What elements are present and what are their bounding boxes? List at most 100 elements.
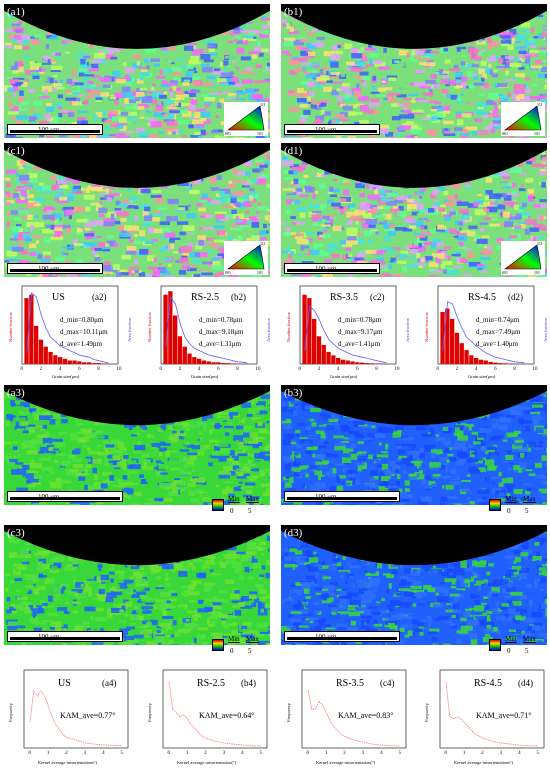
grain-size-chart: 0 2 4 6 8 10 US (a2) d_min=0.80μm d_max=10.11μm d_… xyxy=(8,285,132,379)
tick-label: 1 xyxy=(463,751,466,756)
scale-bar: 100 μm xyxy=(284,263,380,274)
bar xyxy=(450,318,455,364)
kam-distribution-chart: 0 1 2 3 4 5 RS-2.5 (b4) KAM_ave=0.64° Kernel aver… xyxy=(147,669,268,765)
bar xyxy=(34,325,39,364)
tick-label: 5 xyxy=(260,751,263,756)
grain-size-chart: 0 2 4 6 8 10 RS-3.5 (c2) d_min=0.78μm d_max=9.17μ… xyxy=(286,285,410,379)
bar xyxy=(493,362,498,364)
y-axis-label: Frequency xyxy=(8,702,13,722)
panel-label: (d3) xyxy=(284,527,303,539)
tick-label: 4 xyxy=(241,751,244,756)
bar xyxy=(58,357,63,364)
area-fraction-line xyxy=(304,305,387,364)
ipf-key-triangle-icon: 001 101 111 xyxy=(224,241,268,275)
tick-label: 4 xyxy=(198,367,201,372)
x-axis-label: Kernel average misorientation(°) xyxy=(454,760,514,765)
bar xyxy=(364,363,370,364)
bar xyxy=(340,359,346,364)
bar xyxy=(307,298,312,364)
bar xyxy=(326,351,331,364)
tick-label: 6 xyxy=(494,367,497,372)
bar xyxy=(483,360,488,364)
tick-label: 4 xyxy=(337,367,340,372)
panel-label: (c1) xyxy=(7,145,25,157)
bar xyxy=(173,315,178,364)
bar xyxy=(355,362,360,364)
area-fraction-line xyxy=(442,301,525,364)
grain-stat: d_max=10.11μm xyxy=(60,328,108,336)
kam-line xyxy=(307,689,401,747)
kam-panel: (c3) 100 μm Min Max 0 5 xyxy=(4,525,270,659)
micrograph-map xyxy=(281,385,547,505)
bar xyxy=(336,357,341,364)
y-axis-label-right: Area fraction xyxy=(266,317,271,342)
tick-label: 2 xyxy=(456,367,459,372)
kam-key-text: Min xyxy=(505,635,517,643)
kam-gradient-icon xyxy=(212,639,224,651)
scale-bar: 100 μm xyxy=(284,124,380,135)
bar xyxy=(86,362,92,364)
bar xyxy=(192,357,197,364)
ipf-key-triangle-icon: 001 101 111 xyxy=(501,102,545,136)
kam-panel: (b3) 100 μm Min Max 0 5 xyxy=(281,385,547,519)
kam-panel: (a3) 100 μm Min Max 0 5 xyxy=(4,385,270,519)
bar xyxy=(62,358,68,364)
tick-label: 2 xyxy=(204,751,207,756)
x-axis-label: Grain size(μm) xyxy=(330,374,358,379)
bar xyxy=(321,344,326,364)
bar xyxy=(469,355,474,364)
kam-key-text: Max xyxy=(523,635,536,643)
tick-label: 1 xyxy=(186,751,189,756)
panel-label: (b4) xyxy=(241,678,256,688)
bar xyxy=(478,359,484,364)
grain-stat: d_min=0.78μm xyxy=(199,316,243,324)
ipf-key-label: 001 xyxy=(502,131,508,136)
x-axis-label: Kernel average misorientation(°) xyxy=(38,760,98,765)
y-axis-label: Number fraction xyxy=(286,311,291,342)
tick-label: 8 xyxy=(375,367,378,372)
ipf-key-triangle-icon: 001 101 111 xyxy=(224,102,268,136)
y-axis-label: Frequency xyxy=(147,702,152,722)
scale-bar: 100 μm xyxy=(7,263,103,274)
panel-label: (d2) xyxy=(508,292,523,302)
tick-label: 0 xyxy=(437,367,440,372)
ipf-key-label: 001 xyxy=(502,270,508,275)
bar xyxy=(502,363,508,364)
panel-label: (a4) xyxy=(102,678,117,688)
bar xyxy=(440,312,445,364)
bar xyxy=(206,361,211,364)
ebsd-panel: (b1) 100 μm 001 101 111 xyxy=(281,4,547,138)
kam-gradient-icon xyxy=(212,499,224,511)
tick-label: 10 xyxy=(533,367,539,372)
kam-average: KAM_ave=0.64° xyxy=(199,711,254,720)
scale-bar: 100 μm xyxy=(7,491,123,502)
y-axis-label-right: Area fraction xyxy=(127,317,132,342)
y-axis-label-right: Area fraction xyxy=(405,317,410,342)
kam-line xyxy=(29,689,122,746)
panel-label: (a1) xyxy=(7,6,25,18)
panel-label: (d4) xyxy=(518,678,533,688)
kam-key-text: 0 xyxy=(230,647,234,655)
bar xyxy=(360,362,365,364)
kam-color-key: Min Max 0 5 xyxy=(489,495,545,519)
ipf-key-label: 111 xyxy=(537,241,543,246)
kam-key-text: 5 xyxy=(248,507,252,515)
bar xyxy=(302,294,307,364)
tick-label: 3 xyxy=(500,751,503,756)
ipf-key-triangle-icon: 001 101 111 xyxy=(501,241,545,275)
bar xyxy=(331,355,336,364)
grain-stat: d_ave=1.41μm xyxy=(338,340,381,348)
bar xyxy=(187,353,192,364)
tick-label: 3 xyxy=(223,751,226,756)
kam-key-text: Max xyxy=(246,635,259,643)
scale-bar: 100 μm xyxy=(284,491,400,502)
tick-label: 2 xyxy=(65,751,68,756)
y-axis-label: Number fraction xyxy=(8,311,13,342)
bar xyxy=(43,346,48,364)
panel-label: (c2) xyxy=(370,292,385,302)
tick-label: 6 xyxy=(78,367,81,372)
grain-size-chart: 0 2 4 6 8 10 RS-4.5 (d2) d_min=0.74μm d_max=7.49μ… xyxy=(424,285,548,379)
bar xyxy=(77,361,82,364)
tick-label: 1 xyxy=(47,751,50,756)
sample-name: RS-3.5 xyxy=(336,678,364,689)
